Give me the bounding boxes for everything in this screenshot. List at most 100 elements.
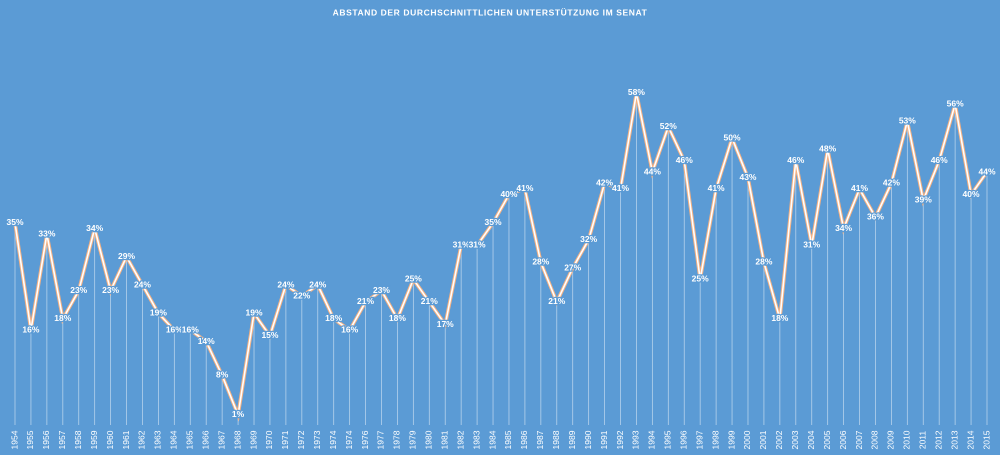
x-tick-label: 1968 — [232, 430, 242, 449]
x-tick-label: 1956 — [41, 430, 51, 449]
x-tick-label: 1977 — [376, 430, 386, 449]
x-tick-label: 1974 — [328, 430, 338, 449]
x-tick-label: 1963 — [153, 430, 163, 449]
data-label: 36% — [867, 211, 884, 221]
drop-lines — [14, 92, 988, 425]
data-label: 31% — [453, 240, 470, 250]
data-label: 15% — [261, 330, 278, 340]
x-tick-label: 2005 — [822, 430, 832, 449]
data-label: 34% — [835, 223, 852, 233]
x-tick-label: 2000 — [742, 430, 752, 449]
data-label: 50% — [724, 132, 741, 142]
data-label: 16% — [182, 324, 199, 334]
data-label: 8% — [216, 370, 229, 380]
data-label: 22% — [293, 291, 310, 301]
data-label: 32% — [580, 234, 597, 244]
x-tick-label: 1960 — [105, 430, 115, 449]
chart-title: ABSTAND DER DURCHSCHNITTLICHEN UNTERSTÜT… — [333, 7, 648, 17]
x-tick-label: 2009 — [886, 430, 896, 449]
x-tick-label: 1967 — [216, 430, 226, 449]
x-tick-label: 1982 — [455, 430, 465, 449]
series — [13, 92, 989, 422]
data-label: 24% — [309, 279, 326, 289]
data-label: 25% — [692, 274, 709, 284]
x-tick-label: 2011 — [918, 431, 928, 450]
data-label: 27% — [564, 262, 581, 272]
x-tick-label: 1980 — [424, 430, 434, 449]
data-label: 16% — [341, 324, 358, 334]
x-tick-label: 1988 — [551, 430, 561, 449]
x-tick-label: 1966 — [200, 430, 210, 449]
data-label: 46% — [787, 155, 804, 165]
data-label: 44% — [978, 166, 995, 176]
x-tick-label: 2013 — [949, 430, 959, 449]
data-label: 41% — [612, 183, 629, 193]
data-label: 14% — [198, 336, 215, 346]
x-tick-label: 1987 — [535, 430, 545, 449]
data-label: 31% — [803, 240, 820, 250]
data-label: 1% — [232, 409, 245, 419]
x-tick-label: 2010 — [902, 430, 912, 449]
data-label: 28% — [755, 257, 772, 267]
data-label: 24% — [277, 279, 294, 289]
data-label: 46% — [931, 155, 948, 165]
x-tick-label: 1976 — [360, 430, 370, 449]
data-label: 16% — [166, 324, 183, 334]
data-label: 42% — [596, 178, 613, 188]
data-label: 31% — [469, 240, 486, 250]
x-tick-label: 1994 — [647, 430, 657, 449]
x-tick-label: 1978 — [392, 430, 402, 449]
x-tick-label: 1984 — [487, 430, 497, 449]
data-label: 58% — [628, 87, 645, 97]
data-label: 18% — [771, 313, 788, 323]
x-tick-label: 1970 — [264, 430, 274, 449]
x-tick-label: 2012 — [933, 430, 943, 449]
x-tick-label: 1993 — [631, 430, 641, 449]
x-tick-label: 2015 — [981, 430, 991, 449]
x-tick-label: 1981 — [439, 430, 449, 449]
x-tick-label: 1957 — [57, 430, 67, 449]
data-label: 17% — [437, 319, 454, 329]
x-tick-label: 2006 — [838, 430, 848, 449]
x-tick-label: 1959 — [89, 430, 99, 449]
data-label: 24% — [134, 279, 151, 289]
data-label: 16% — [22, 324, 39, 334]
data-label: 23% — [373, 285, 390, 295]
x-tick-label: 2001 — [758, 430, 768, 449]
data-label: 35% — [6, 217, 23, 227]
data-label: 40% — [963, 189, 980, 199]
data-label: 18% — [54, 313, 71, 323]
data-label: 23% — [70, 285, 87, 295]
data-label: 44% — [644, 166, 661, 176]
x-tick-label: 1954 — [9, 430, 19, 449]
x-tick-label: 1973 — [312, 430, 322, 449]
x-tick-label: 1985 — [503, 430, 513, 449]
x-axis: 1954 1955 1956 1957 1958 1959 1960 1961 1962 1963… — [9, 430, 991, 449]
x-tick-label: 1990 — [583, 430, 593, 449]
x-tick-label: 2004 — [806, 430, 816, 449]
x-tick-label: 1964 — [169, 430, 179, 449]
data-label: 21% — [357, 296, 374, 306]
x-tick-label: 2003 — [790, 430, 800, 449]
x-tick-label: 1962 — [137, 430, 147, 449]
x-tick-label: 1958 — [73, 430, 83, 449]
x-tick-label: 2014 — [965, 430, 975, 449]
data-label: 52% — [660, 121, 677, 131]
data-label: 41% — [708, 183, 725, 193]
data-labels: 35%16%33%18%23%34%23%29%24%19%16%16%14%8… — [5, 86, 997, 421]
x-tick-label: 1965 — [185, 430, 195, 449]
data-label: 40% — [500, 189, 517, 199]
data-label: 23% — [102, 285, 119, 295]
data-label: 48% — [819, 144, 836, 154]
data-label: 21% — [421, 296, 438, 306]
x-tick-label: 2002 — [774, 430, 784, 449]
x-tick-label: 1974 — [344, 430, 354, 449]
x-tick-label: 1969 — [248, 430, 258, 449]
x-tick-label: 1989 — [567, 430, 577, 449]
line — [14, 92, 988, 418]
data-label: 42% — [883, 178, 900, 188]
data-label: 33% — [38, 228, 55, 238]
data-label: 41% — [516, 183, 533, 193]
